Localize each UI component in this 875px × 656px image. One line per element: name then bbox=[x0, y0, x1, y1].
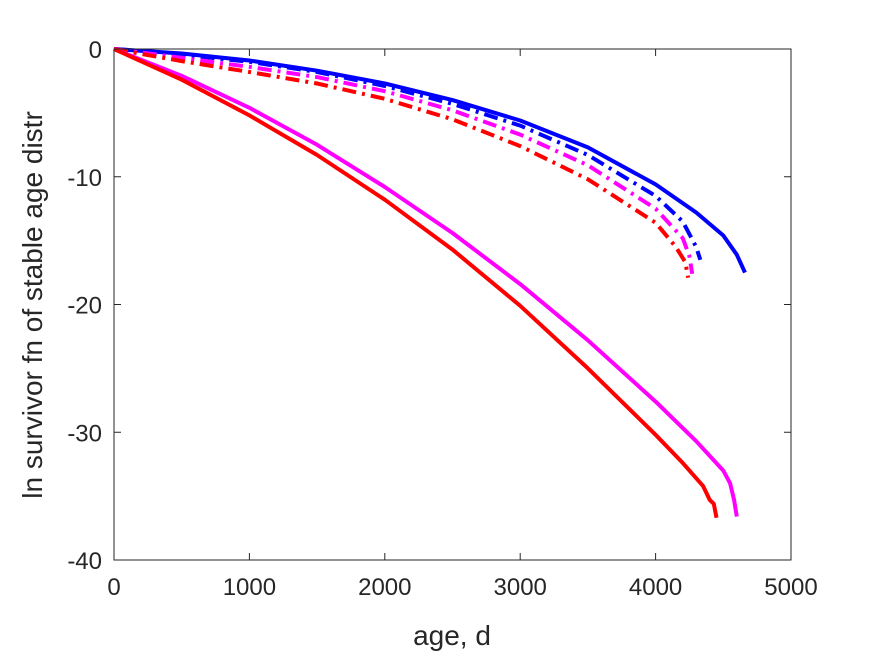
tick-labels: 0 1000 2000 3000 4000 5000 0 -10 -20 -30 -40 bbox=[67, 37, 817, 601]
x-tick-label: 1000 bbox=[223, 574, 276, 601]
series-line-1 bbox=[113, 47, 747, 274]
x-tick-label: 2000 bbox=[358, 574, 411, 601]
x-tick-label: 4000 bbox=[629, 574, 682, 601]
x-tick-label: 5000 bbox=[764, 574, 817, 601]
y-tick-label: -20 bbox=[67, 293, 102, 320]
plot-area bbox=[114, 49, 791, 560]
y-tick-label: -10 bbox=[67, 165, 102, 192]
series-line-6 bbox=[113, 47, 719, 519]
series-line-2 bbox=[113, 47, 703, 261]
y-tick-label: -30 bbox=[67, 420, 102, 447]
x-tick-label: 3000 bbox=[494, 574, 547, 601]
series-layer bbox=[113, 47, 747, 519]
y-tick-label: 0 bbox=[89, 37, 102, 64]
series-line-3 bbox=[113, 47, 695, 275]
y-tick-label: -40 bbox=[67, 548, 102, 575]
y-axis-title: ln survivor fn of stable age distr bbox=[17, 111, 48, 499]
series-line-4 bbox=[113, 47, 691, 279]
x-axis-title: age, d bbox=[413, 620, 491, 651]
axes bbox=[113, 48, 792, 561]
series-line-5 bbox=[113, 47, 739, 517]
x-tick-label: 0 bbox=[107, 574, 120, 601]
